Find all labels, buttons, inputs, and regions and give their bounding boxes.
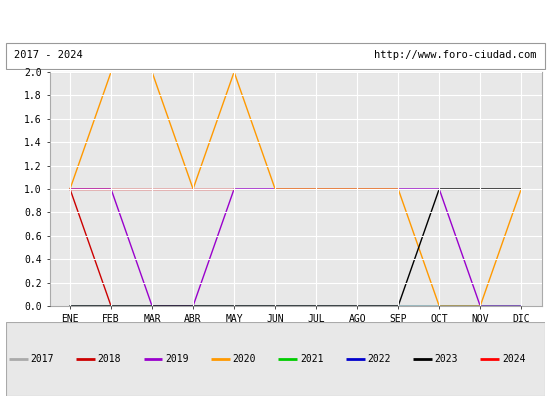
- Text: 2023: 2023: [434, 354, 458, 364]
- Text: 2018: 2018: [98, 354, 122, 364]
- Text: 2021: 2021: [300, 354, 323, 364]
- Text: 2024: 2024: [502, 354, 526, 364]
- Text: 2017 - 2024: 2017 - 2024: [14, 50, 82, 60]
- Text: 2020: 2020: [233, 354, 256, 364]
- Text: Evolucion del paro registrado en Torrubia del Castillo: Evolucion del paro registrado en Torrubi…: [49, 14, 501, 28]
- Text: http://www.foro-ciudad.com: http://www.foro-ciudad.com: [374, 50, 536, 60]
- Text: 2022: 2022: [367, 354, 391, 364]
- Text: 2019: 2019: [165, 354, 189, 364]
- Text: 2017: 2017: [30, 354, 54, 364]
